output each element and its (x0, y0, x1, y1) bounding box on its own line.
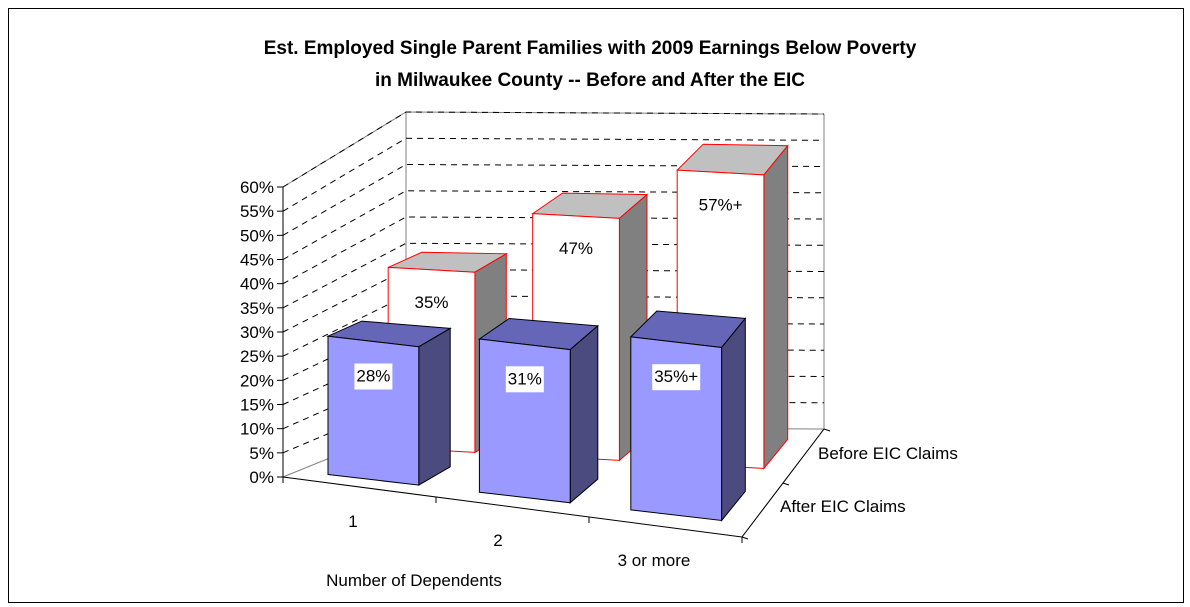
y-tick-label: 5% (249, 444, 274, 463)
chart-title-line-2: in Milwaukee County -- Before and After … (375, 70, 805, 91)
y-tick-label: 20% (240, 371, 274, 390)
depth-tick-mark (823, 428, 831, 432)
y-tick-label: 50% (240, 226, 274, 245)
after-eic-bar: 28% (326, 320, 452, 486)
data-label-bg (354, 363, 393, 390)
y-tick-label: 10% (240, 420, 274, 439)
y-tick-label: 35% (240, 299, 274, 318)
data-label-bg (696, 192, 745, 219)
after-series-bars: 28% 31% 35%+ (326, 310, 747, 522)
data-label: 28% (356, 367, 390, 386)
data-label-bg (505, 366, 544, 393)
x-axis-line (282, 476, 743, 538)
data-label: 47% (559, 239, 593, 258)
data-label-bg (652, 364, 701, 391)
y-tick-label: 45% (240, 251, 274, 270)
data-label: 57%+ (699, 196, 743, 215)
x-category-label: 3 or more (618, 551, 691, 570)
y-tick-label: 15% (240, 396, 274, 415)
bar-side-face (721, 316, 746, 522)
after-eic-bar: 31% (478, 317, 600, 504)
bar-front-face (327, 335, 420, 486)
depth-tick-mark (741, 536, 749, 540)
data-label-bg (412, 289, 451, 316)
depth-tick-mark (782, 482, 790, 486)
data-label: 35%+ (654, 367, 698, 386)
bar-front-face (478, 338, 571, 504)
series-axis-label: After EIC Claims (780, 497, 906, 516)
x-category-label: 2 (493, 531, 502, 550)
data-label: 31% (508, 369, 542, 388)
bar-side-face (763, 144, 789, 470)
series-axis-label: Before EIC Claims (818, 444, 958, 463)
x-category-label: 1 (348, 512, 357, 531)
bar-side-face (418, 327, 451, 486)
data-label: 35% (414, 293, 448, 312)
gridline (282, 242, 825, 309)
y-tick-label: 55% (240, 202, 274, 221)
after-eic-bar: 35%+ (629, 310, 747, 522)
chart-axes: 0% 5% 10% 15% 20% 25% 30% 35% 40% 45% 50% 55% 60% 1 2 3… (240, 178, 958, 570)
x-axis-title: Number of Dependents (326, 571, 502, 590)
y-tick-label: 30% (240, 323, 274, 342)
gridline (282, 137, 825, 212)
gridline (282, 111, 825, 188)
y-tick-label: 60% (240, 178, 274, 197)
data-label-bg (557, 236, 595, 262)
y-tick-label: 40% (240, 275, 274, 294)
bar-side-face (569, 324, 599, 504)
chart-title-line-1: Est. Employed Single Parent Families wit… (264, 38, 917, 59)
y-tick-label: 0% (249, 468, 274, 487)
y-tick-label: 25% (240, 347, 274, 366)
